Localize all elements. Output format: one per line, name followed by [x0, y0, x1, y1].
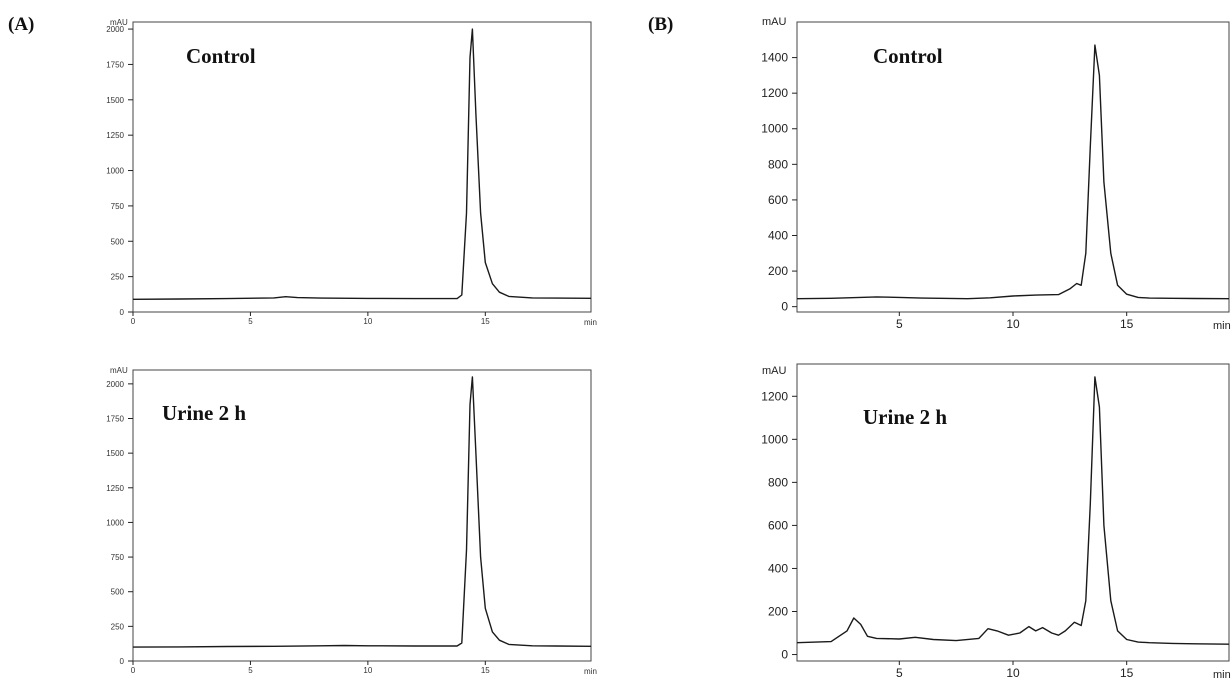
y-tick-label: 600: [768, 193, 788, 207]
panel-tag-a: (A): [8, 14, 34, 35]
y-tick-label: 1250: [106, 484, 124, 493]
y-axis-unit: mAU: [110, 366, 128, 375]
y-tick-label: 750: [111, 553, 125, 562]
x-tick-label: 15: [1120, 317, 1134, 331]
x-axis-unit: min: [1213, 320, 1231, 332]
plot-frame: [132, 21, 592, 313]
y-tick-label: 1400: [761, 51, 788, 65]
chart-title: Control: [186, 44, 256, 68]
chromatogram-trace: [132, 28, 592, 300]
y-tick-label: 1200: [761, 389, 788, 403]
x-tick-label: 5: [896, 317, 903, 331]
chart-1: 0 250 500 750 1000 1250 1500 1750 2000 0 5 10 15 mAU m…: [106, 18, 597, 327]
y-tick-label: 400: [768, 561, 788, 575]
chart-2: 0 250 500 750 1000 1250 1500 1750 2000 0 5 10 15 mAU m…: [106, 366, 597, 676]
x-tick-label: 0: [131, 666, 136, 675]
chromatogram-trace: [796, 44, 1230, 300]
y-tick-label: 1000: [761, 432, 788, 446]
y-axis-unit: mAU: [762, 365, 787, 377]
y-tick-label: 600: [768, 518, 788, 532]
plot-frame: [796, 363, 1230, 662]
plot-frame: [132, 369, 592, 662]
x-tick-label: 5: [248, 666, 253, 675]
chart-title: Urine 2 h: [863, 405, 947, 429]
x-axis-unit: min: [584, 318, 597, 327]
chart-3: 0 200 400 600 800 1000 1200 1400 5 10 15 mAU min Cont…: [761, 16, 1230, 332]
y-axis-unit: mAU: [110, 18, 128, 27]
chart-title: Urine 2 h: [162, 401, 246, 425]
x-tick-label: 10: [1006, 317, 1020, 331]
chromatogram-trace: [796, 376, 1230, 645]
y-tick-label: 800: [768, 157, 788, 171]
x-tick-label: 15: [481, 666, 490, 675]
y-tick-label: 1200: [761, 86, 788, 100]
x-tick-label: 15: [1120, 666, 1134, 679]
y-tick-label: 200: [768, 264, 788, 278]
x-axis-unit: min: [584, 667, 597, 676]
y-tick-label: 1000: [106, 167, 124, 176]
y-tick-label: 0: [781, 648, 788, 662]
plot-frame: [796, 21, 1230, 313]
y-tick-label: 0: [781, 300, 788, 314]
x-tick-label: 0: [131, 317, 136, 326]
chart-title: Control: [873, 44, 943, 68]
y-tick-label: 1000: [761, 122, 788, 136]
y-tick-label: 1750: [106, 415, 124, 424]
y-tick-label: 1750: [106, 60, 124, 69]
y-tick-label: 500: [111, 588, 125, 597]
y-tick-label: 1500: [106, 96, 124, 105]
y-tick-label: 0: [120, 657, 125, 666]
y-tick-label: 1250: [106, 131, 124, 140]
x-tick-label: 5: [896, 666, 903, 679]
y-axis-unit: mAU: [762, 16, 787, 28]
y-tick-label: 250: [111, 622, 125, 631]
y-tick-label: 1500: [106, 449, 124, 458]
y-tick-label: 0: [120, 308, 125, 317]
chromatogram-trace: [132, 376, 592, 648]
chart-4: 0 200 400 600 800 1000 1200 5 10 15 mAU min Urine 2 …: [761, 363, 1231, 679]
x-axis-unit: min: [1213, 669, 1231, 679]
x-tick-label: 5: [248, 317, 253, 326]
y-tick-label: 500: [111, 237, 125, 246]
y-tick-label: 800: [768, 475, 788, 489]
x-tick-label: 10: [1006, 666, 1020, 679]
panel-tag-b: (B): [648, 14, 673, 35]
y-tick-label: 400: [768, 228, 788, 242]
y-tick-label: 200: [768, 605, 788, 619]
x-tick-label: 15: [481, 317, 490, 326]
y-tick-label: 250: [111, 273, 125, 282]
x-tick-label: 10: [363, 666, 372, 675]
x-tick-label: 10: [363, 317, 372, 326]
y-tick-label: 750: [111, 202, 125, 211]
y-tick-label: 2000: [106, 380, 124, 389]
y-tick-label: 2000: [106, 25, 124, 34]
y-tick-label: 1000: [106, 518, 124, 527]
